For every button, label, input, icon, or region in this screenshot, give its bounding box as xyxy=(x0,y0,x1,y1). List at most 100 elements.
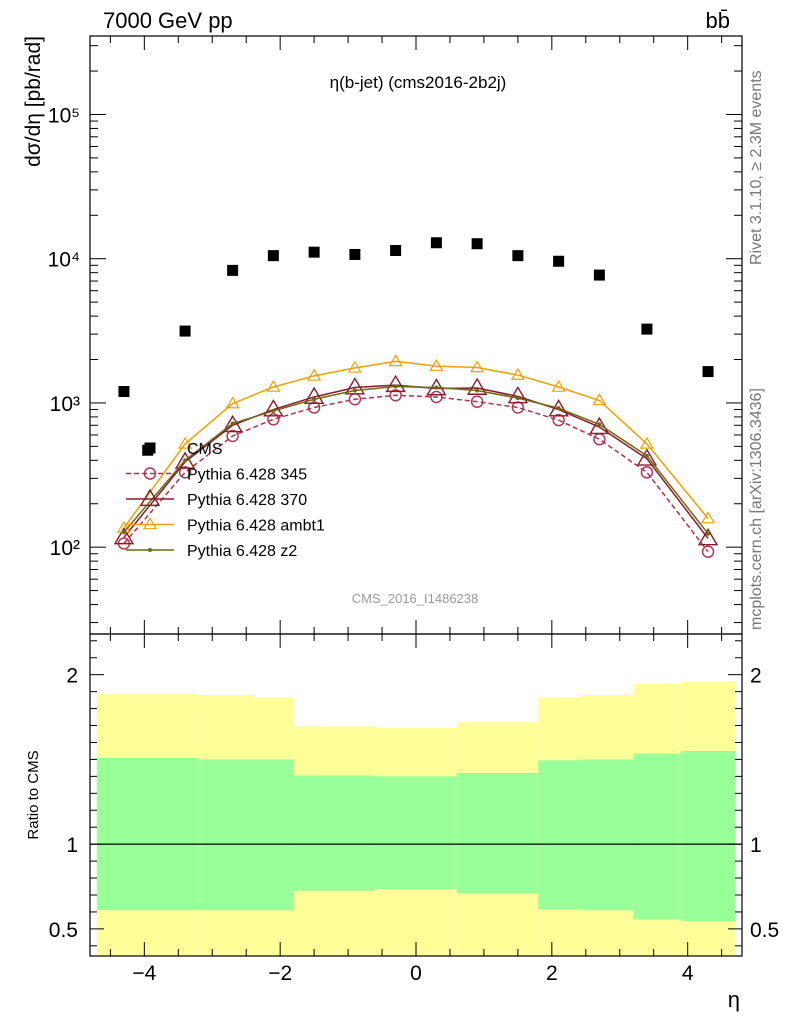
pythia-370-line xyxy=(123,384,709,539)
process-label: bb̄ xyxy=(706,8,730,33)
pythia-370-point xyxy=(113,526,135,545)
cms-data-point xyxy=(267,250,279,262)
cms-data-point xyxy=(593,269,605,281)
pythia-345-point xyxy=(430,390,443,404)
ratio-inner-band-5 xyxy=(416,776,457,890)
pythia-345-point xyxy=(178,466,192,479)
pythia-370-point xyxy=(263,399,284,417)
pythia-z2-point xyxy=(121,530,126,535)
pythia-ambt1-point xyxy=(266,379,281,392)
cms-data-point xyxy=(430,237,442,249)
ratio-y-tick-label: 0.5 xyxy=(49,919,78,942)
pythia-370-point xyxy=(303,386,325,404)
cms-data-point xyxy=(390,244,402,256)
pythia-z2-point xyxy=(556,406,561,411)
pythia-370-point xyxy=(589,416,610,435)
pythia-ambt1-line xyxy=(123,360,709,529)
legend-entry-label: Pythia 6.428 345 xyxy=(187,467,307,484)
pythia-345-point xyxy=(307,401,321,414)
pythia-z2-line xyxy=(123,385,709,535)
pythia-345-point xyxy=(701,545,715,558)
x-tick-label: −4 xyxy=(132,962,156,985)
ratio-inner-band-8 xyxy=(579,759,634,911)
pythia-345-point xyxy=(511,401,525,414)
x-tick-label: 2 xyxy=(546,962,558,985)
ratio-plot-panel: Ratio to CMS η −4 −2 0 2 4 0.5 0.5 1 1 2 2 xyxy=(25,633,779,1012)
pythia-345-point xyxy=(552,413,565,427)
pythia-ambt1-point xyxy=(700,511,716,524)
main-plot-panel: η(b-jet) (cms2016-2b2j) CMS_2016_I148623… xyxy=(22,35,743,635)
pythia-z2-point xyxy=(312,397,317,402)
pythia-ambt1-point xyxy=(347,360,362,373)
ratio-y-tick-label-right: 2 xyxy=(750,665,762,688)
pythia-ambt1-point xyxy=(178,436,193,449)
legend-entry-label: CMS xyxy=(187,441,223,458)
cms-data-point xyxy=(512,250,524,262)
pythia-ambt1-point xyxy=(307,368,322,381)
ratio-inner-band-7 xyxy=(538,760,579,910)
legend-entry-label: Pythia 6.428 z2 xyxy=(187,543,297,560)
cms-data-point xyxy=(308,246,320,258)
ratio-y-tick-label-right: 1 xyxy=(750,834,762,857)
cms-data-point xyxy=(179,325,191,337)
pythia-z2-point xyxy=(352,388,357,393)
ratio-inner-band-9 xyxy=(633,753,681,920)
ratio-y-tick-label: 2 xyxy=(66,665,78,688)
legend-cms-marker xyxy=(144,442,156,454)
legend-pythia-z2-marker xyxy=(148,548,152,552)
pythia-345-point xyxy=(593,433,606,446)
pythia-ambt1-point xyxy=(592,393,607,406)
legend-entry-label: Pythia 6.428 ambt1 xyxy=(187,518,325,535)
pythia-370-point xyxy=(222,414,243,433)
pythia-z2-point xyxy=(393,384,398,389)
ratio-inner-band-2 xyxy=(253,759,294,911)
legend-pythia-ambt1-marker xyxy=(142,517,158,530)
pythia-z2-point xyxy=(183,458,188,463)
pythia-370-point xyxy=(548,399,569,417)
y-tick-label: 10⁵ xyxy=(48,104,80,127)
pythia-ambt1-point xyxy=(639,436,654,449)
pythia-ambt1-point xyxy=(510,367,525,380)
pythia-370-point xyxy=(385,374,406,393)
plot-title: η(b-jet) (cms2016-2b2j) xyxy=(330,73,507,92)
ratio-y-tick-label: 1 xyxy=(66,834,78,857)
legend-entry-label: Pythia 6.428 370 xyxy=(187,492,307,509)
pythia-z2-point xyxy=(230,421,235,426)
ratio-y-axis-label: Ratio to CMS xyxy=(25,750,42,839)
ratio-inner-band-10 xyxy=(680,750,736,922)
pythia-ambt1-point xyxy=(225,396,240,409)
mcplots-label: mcplots.cern.ch [arXiv:1306.3436] xyxy=(748,388,765,630)
pythia-345-point xyxy=(640,466,654,479)
pythia-z2-point xyxy=(706,531,711,536)
pythia-345-point xyxy=(389,389,402,402)
pythia-z2-point xyxy=(515,396,520,401)
x-tick-label: 4 xyxy=(682,962,694,985)
pythia-345-point xyxy=(267,413,280,426)
cms-data-point xyxy=(227,264,239,276)
x-tick-label: −2 xyxy=(268,962,292,985)
pythia-z2-point xyxy=(271,408,276,413)
pythia-370-point xyxy=(174,451,196,469)
legend-pythia-370-marker xyxy=(139,488,161,506)
ratio-inner-band-6 xyxy=(456,772,539,894)
ratio-inner-band-3 xyxy=(293,775,376,891)
cms-data-point xyxy=(702,366,714,378)
y-tick-label: 10⁴ xyxy=(48,249,80,272)
ratio-inner-band-1 xyxy=(198,759,253,911)
pythia-370-point xyxy=(507,386,529,404)
cms-data-point xyxy=(118,386,130,398)
rivet-label: Rivet 3.1.10, ≥ 2.3M events xyxy=(748,70,765,265)
pythia-370-point xyxy=(697,528,719,546)
plot-watermark: CMS_2016_I1486238 xyxy=(352,591,479,606)
pythia-z2-point xyxy=(434,385,439,390)
pythia-370-point xyxy=(344,377,366,395)
ratio-inner-band-0 xyxy=(96,758,199,911)
cms-data-point xyxy=(553,255,565,267)
pythia-z2-point xyxy=(644,453,649,458)
main-y-axis-label: dσ/dη [pb/rad] xyxy=(22,36,45,167)
legend-pythia-345-marker xyxy=(143,467,157,480)
cms-data-point xyxy=(349,248,361,260)
pythia-z2-point xyxy=(597,422,602,427)
pythia-370-point xyxy=(636,448,658,466)
